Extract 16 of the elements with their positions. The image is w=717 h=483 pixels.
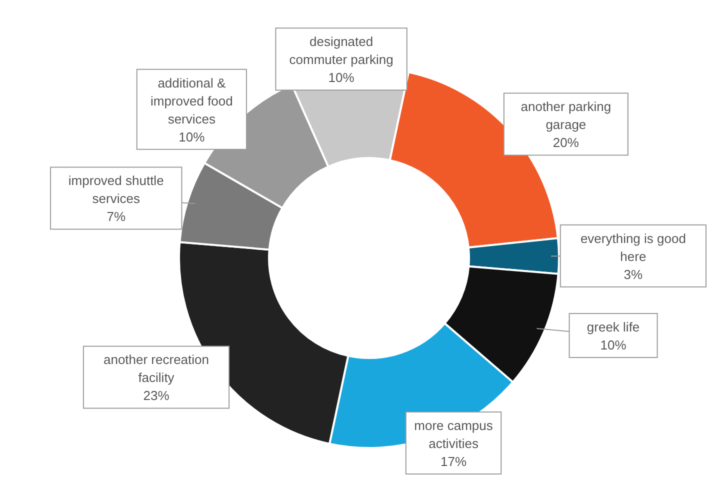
data-label: 3% — [624, 266, 644, 282]
data-label: 17% — [440, 454, 467, 469]
data-label: 10% — [328, 70, 355, 86]
slice-label: designated commuter parking — [289, 34, 394, 68]
data-label: 10% — [600, 338, 627, 353]
data-label: 7% — [106, 209, 126, 224]
slice-label: more campus activities — [414, 418, 494, 451]
slice-label: improved shuttle services — [68, 173, 164, 206]
data-label: 23% — [143, 388, 170, 404]
slice-label: another recreation facility — [103, 352, 210, 386]
slice-label: additional & improved food services — [150, 75, 233, 126]
slice-label: greek life — [586, 320, 640, 335]
data-label: 10% — [178, 129, 206, 144]
data-label: 20% — [552, 135, 580, 150]
slice-label: everything is good here — [580, 230, 686, 264]
slice-label: another parking garage — [520, 99, 612, 132]
